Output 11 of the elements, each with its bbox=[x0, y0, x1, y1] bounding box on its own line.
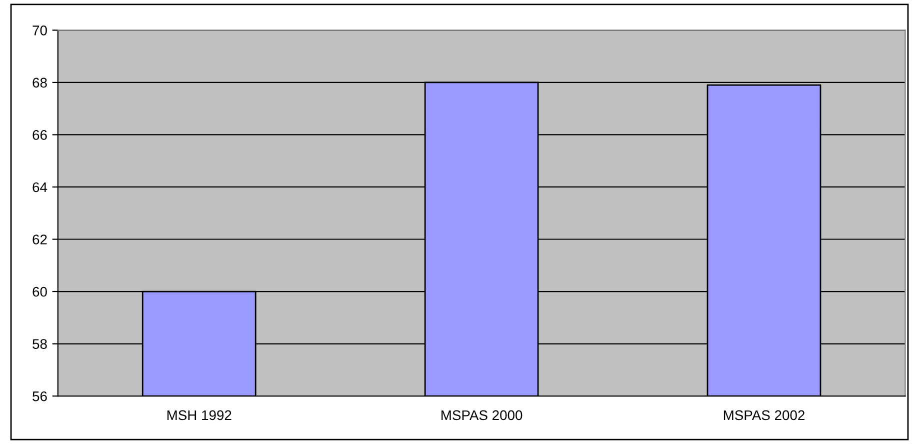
x-tick-label: MSPAS 2000 bbox=[442, 410, 522, 420]
y-tick-label: 62 bbox=[32, 234, 47, 244]
y-tick-label: 68 bbox=[32, 78, 47, 88]
y-tick-label: 64 bbox=[32, 182, 48, 192]
y-tick-label: 58 bbox=[32, 339, 47, 349]
x-tick-label: MSPAS 2002 bbox=[724, 410, 804, 420]
y-tick-label: 70 bbox=[32, 26, 47, 36]
x-tick-label: MSH 1992 bbox=[167, 410, 232, 420]
y-tick-label: 60 bbox=[32, 286, 47, 297]
y-tick-label: 56 bbox=[32, 391, 47, 402]
y-tick-label: 66 bbox=[32, 130, 47, 140]
